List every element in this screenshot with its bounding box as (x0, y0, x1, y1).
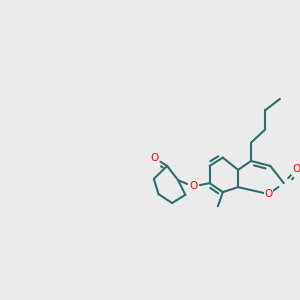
Text: O: O (151, 153, 159, 163)
Text: O: O (265, 189, 273, 199)
Text: O: O (189, 182, 197, 191)
Text: O: O (292, 164, 300, 174)
